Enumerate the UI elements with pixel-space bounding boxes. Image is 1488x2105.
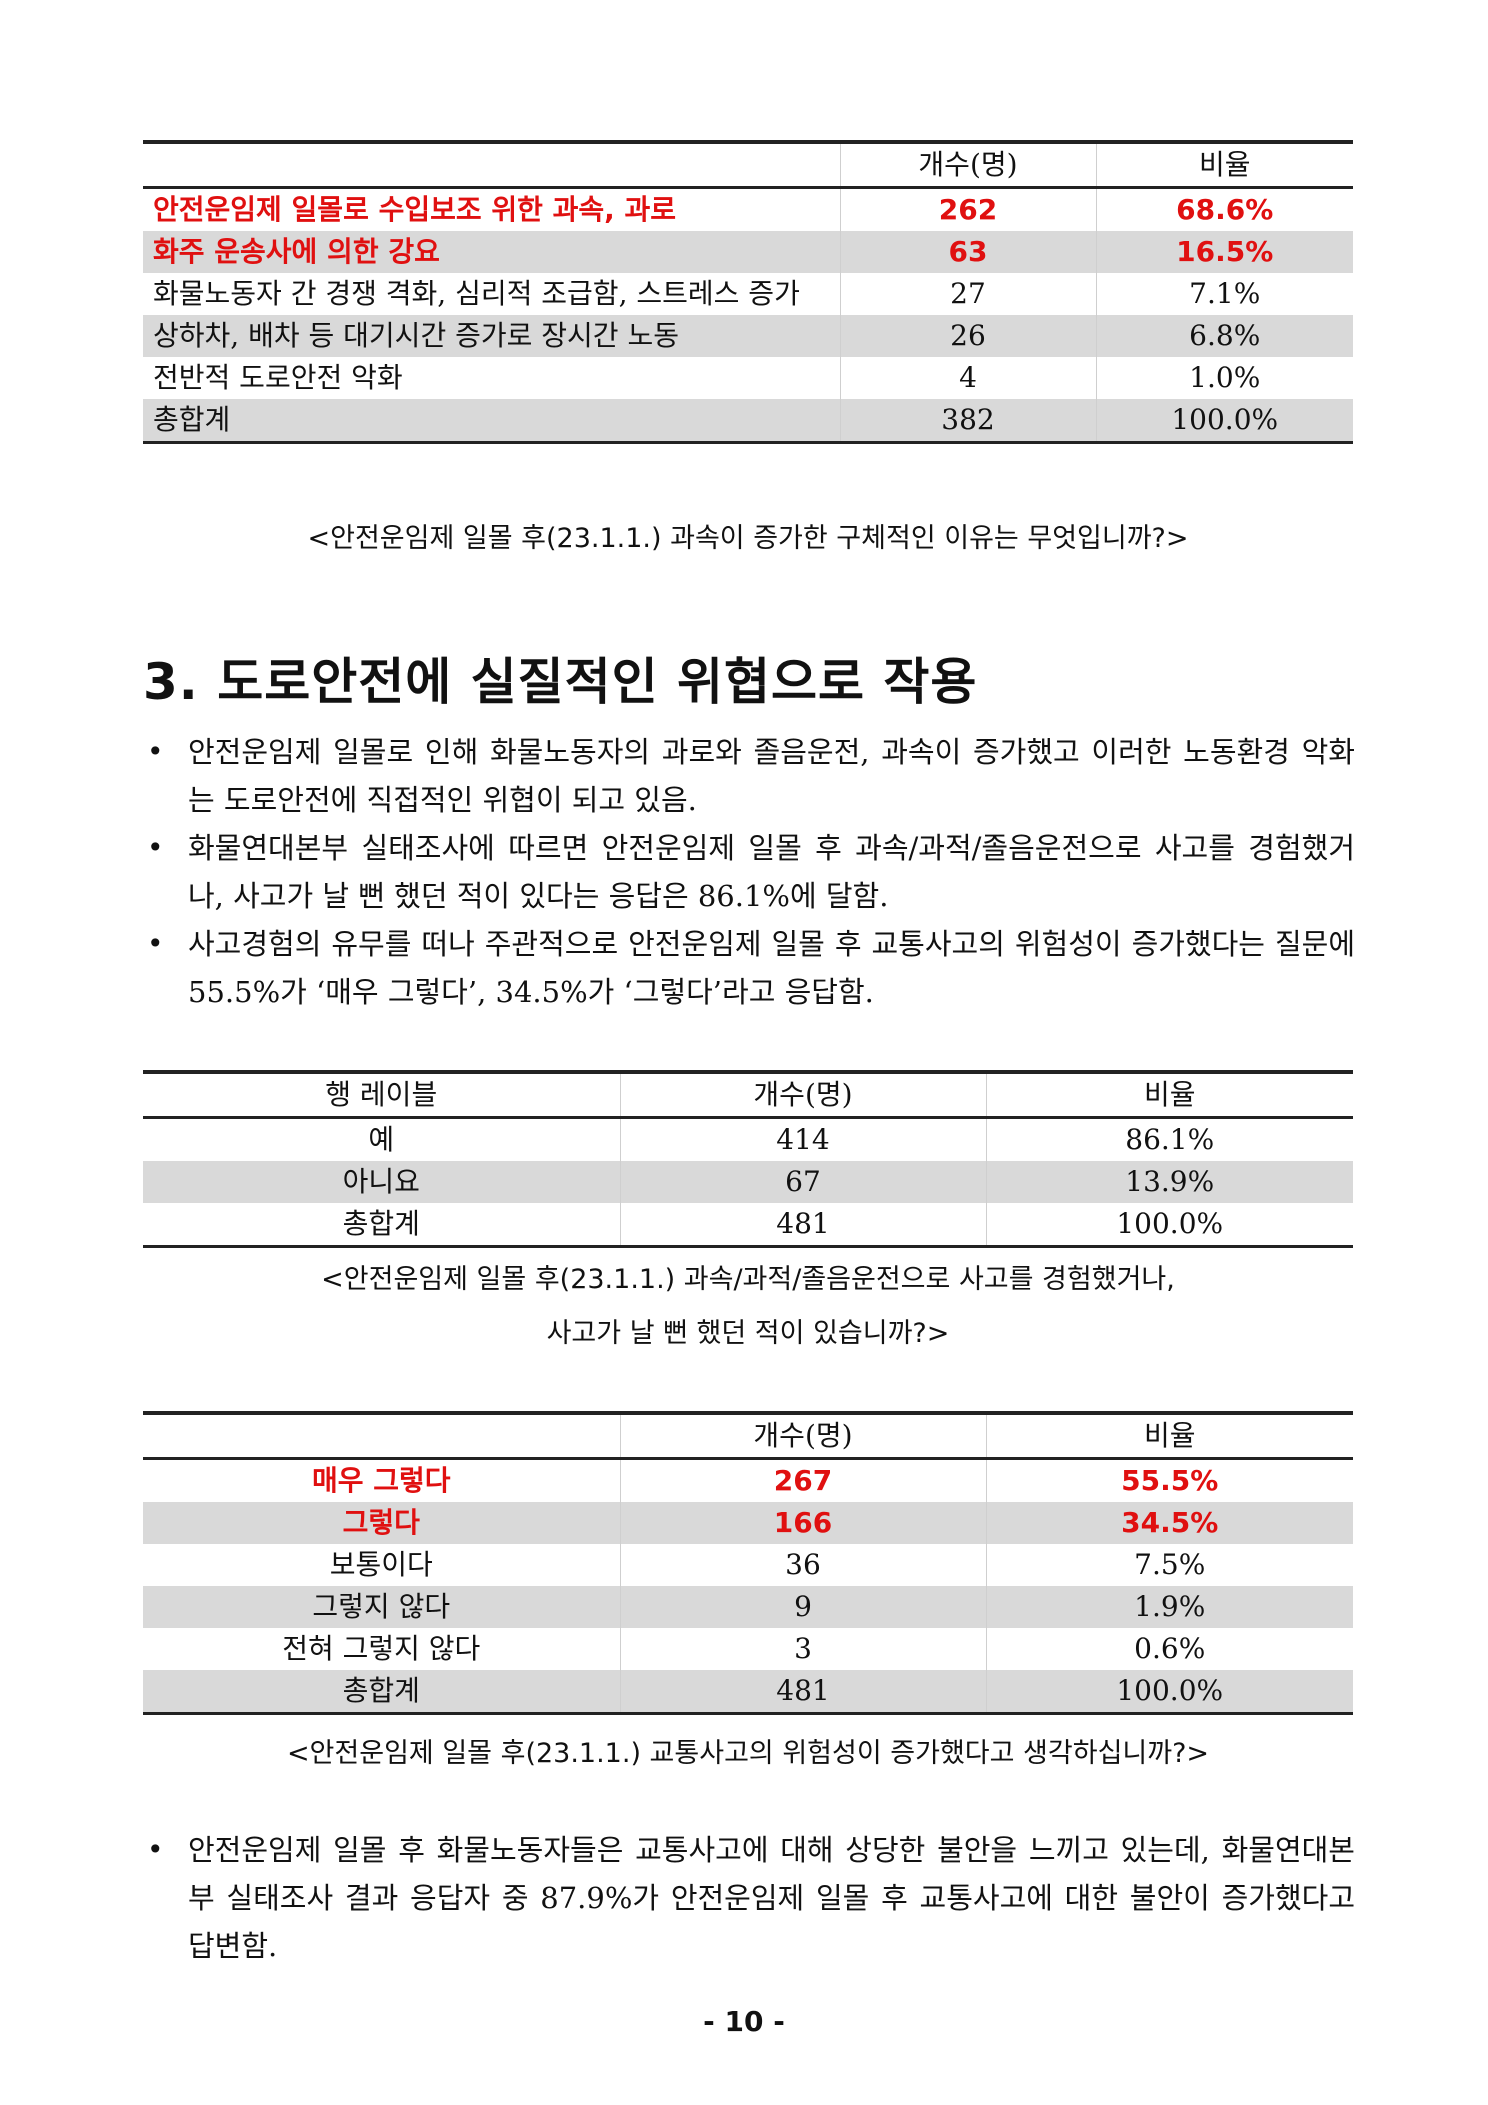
table-row: 전혀 그렇지 않다 3 0.6% xyxy=(143,1628,1353,1670)
row-ratio: 100.0% xyxy=(1095,399,1353,443)
row-label: 총합계 xyxy=(143,1670,620,1714)
speeding-reasons-table: 개수(명) 비율 안전운임제 일몰로 수입보조 위한 과속, 과로 262 68… xyxy=(143,140,1353,444)
bullet-dot: • xyxy=(147,1833,164,1866)
row-count: 67 xyxy=(619,1161,986,1203)
table-row: 아니요 67 13.9% xyxy=(143,1161,1353,1203)
row-count: 262 xyxy=(839,187,1096,231)
row-label: 화물노동자 간 경쟁 격화, 심리적 조급함, 스트레스 증가 xyxy=(153,277,800,310)
table-row: 그렇다 166 34.5% xyxy=(143,1502,1353,1544)
bullet-item: • 화물연대본부 실태조사에 따르면 안전운임제 일몰 후 과속/과적/졸음운전으… xyxy=(143,824,1355,920)
row-ratio: 13.9% xyxy=(985,1161,1353,1203)
final-bullets: • 안전운임제 일몰 후 화물노동자들은 교통사고에 대해 상당한 불안을 느끼고… xyxy=(143,1826,1355,1970)
row-count: 27 xyxy=(839,273,1096,315)
row-count: 3 xyxy=(619,1628,986,1670)
row-label: 총합계 xyxy=(342,1207,420,1240)
row-label: 안전운임제 일몰로 수입보조 위한 과속, 과로 xyxy=(153,193,677,226)
row-count: 9 xyxy=(619,1586,986,1628)
table-row: 상하차, 배차 등 대기시간 증가로 장시간 노동 26 6.8% xyxy=(143,315,1353,357)
table-total-row: 총합계 481 100.0% xyxy=(143,1670,1353,1714)
section-bullets: • 안전운임제 일몰로 인해 화물노동자의 과로와 졸음운전, 과속이 증가했고 … xyxy=(143,728,1355,1016)
row-count: 36 xyxy=(619,1544,986,1586)
table-row: 안전운임제 일몰로 수입보조 위한 과속, 과로 262 68.6% xyxy=(143,187,1353,231)
bullet-item: • 사고경험의 유무를 떠나 주관적으로 안전운임제 일몰 후 교통사고의 위험성… xyxy=(143,920,1355,1016)
bullet-text: 사고경험의 유무를 떠나 주관적으로 안전운임제 일몰 후 교통사고의 위험성이… xyxy=(188,927,1355,1009)
table-row: 보통이다 36 7.5% xyxy=(143,1544,1353,1586)
table-row: 화주 운송사에 의한 강요 63 16.5% xyxy=(143,231,1353,273)
bullet-text: 안전운임제 일몰 후 화물노동자들은 교통사고에 대해 상당한 불안을 느끼고 … xyxy=(188,1833,1355,1963)
row-label: 보통이다 xyxy=(329,1548,433,1581)
row-count: 63 xyxy=(839,231,1096,273)
bullet-text: 화물연대본부 실태조사에 따르면 안전운임제 일몰 후 과속/과적/졸음운전으로… xyxy=(188,831,1355,913)
table-row: 그렇지 않다 9 1.9% xyxy=(143,1586,1353,1628)
row-count: 4 xyxy=(839,357,1096,399)
row-label: 예 xyxy=(368,1123,395,1156)
row-count: 481 xyxy=(619,1203,986,1247)
table-row: 화물노동자 간 경쟁 격화, 심리적 조급함, 스트레스 증가 27 7.1% xyxy=(143,273,1353,315)
row-label: 아니요 xyxy=(143,1161,620,1203)
row-ratio: 16.5% xyxy=(1095,231,1353,273)
table-row: 전반적 도로안전 악화 4 1.0% xyxy=(143,357,1353,399)
row-ratio: 1.9% xyxy=(985,1586,1353,1628)
row-label: 화주 운송사에 의한 강요 xyxy=(143,231,840,273)
row-label: 그렇지 않다 xyxy=(143,1586,620,1628)
row-label: 상하차, 배차 등 대기시간 증가로 장시간 노동 xyxy=(143,315,840,357)
bullet-text: 안전운임제 일몰로 인해 화물노동자의 과로와 졸음운전, 과속이 증가했고 이… xyxy=(188,735,1355,817)
row-ratio: 0.6% xyxy=(985,1628,1353,1670)
row-ratio: 100.0% xyxy=(985,1203,1353,1247)
bullet-dot: • xyxy=(147,927,164,960)
header-count: 개수(명) xyxy=(619,1413,986,1459)
table-caption-line2: 사고가 날 뻔 했던 적이 있습니까?> xyxy=(546,1318,950,1349)
bullet-dot: • xyxy=(147,831,164,864)
row-label: 매우 그렇다 xyxy=(311,1464,451,1497)
row-ratio: 6.8% xyxy=(1095,315,1353,357)
bullet-item: • 안전운임제 일몰 후 화물노동자들은 교통사고에 대해 상당한 불안을 느끼고… xyxy=(143,1826,1355,1970)
row-count: 414 xyxy=(619,1117,986,1161)
section-title: 3. 도로안전에 실질적인 위협으로 작용 xyxy=(143,653,978,711)
row-ratio: 100.0% xyxy=(985,1670,1353,1714)
page-number: - 10 - xyxy=(703,2005,785,2038)
header-ratio: 비율 xyxy=(1095,142,1353,188)
row-ratio: 7.1% xyxy=(1095,273,1353,315)
row-label: 전반적 도로안전 악화 xyxy=(153,361,403,394)
bullet-item: • 안전운임제 일몰로 인해 화물노동자의 과로와 졸음운전, 과속이 증가했고 … xyxy=(143,728,1355,824)
row-label: 총합계 xyxy=(143,399,840,443)
header-ratio: 비율 xyxy=(985,1413,1353,1459)
table-caption: <안전운임제 일몰 후(23.1.1.) 교통사고의 위험성이 증가했다고 생각… xyxy=(286,1738,1210,1769)
header-count: 개수(명) xyxy=(839,142,1096,188)
table-header-row: 행 레이블 개수(명) 비율 xyxy=(143,1072,1353,1118)
accident-experience-table: 행 레이블 개수(명) 비율 예 414 86.1% 아니요 67 13.9% … xyxy=(143,1070,1353,1248)
table-caption: <안전운임제 일몰 후(23.1.1.) 과속이 증가한 구체적인 이유는 무엇… xyxy=(307,523,1189,554)
header-ratio: 비율 xyxy=(985,1072,1353,1118)
table-header-row: 개수(명) 비율 xyxy=(143,142,1353,188)
row-count: 26 xyxy=(839,315,1096,357)
bullet-dot: • xyxy=(147,735,164,768)
row-ratio: 1.0% xyxy=(1095,357,1353,399)
header-label xyxy=(143,1413,620,1459)
row-count: 166 xyxy=(619,1502,986,1544)
table-total-row: 총합계 382 100.0% xyxy=(143,399,1353,443)
row-ratio: 68.6% xyxy=(1095,187,1353,231)
row-ratio: 55.5% xyxy=(985,1458,1353,1502)
header-count: 개수(명) xyxy=(619,1072,986,1118)
table-header-row: 개수(명) 비율 xyxy=(143,1413,1353,1459)
header-label: 행 레이블 xyxy=(325,1078,438,1111)
row-count: 481 xyxy=(619,1670,986,1714)
row-count: 382 xyxy=(839,399,1096,443)
table-row: 매우 그렇다 267 55.5% xyxy=(143,1458,1353,1502)
accident-risk-table: 개수(명) 비율 매우 그렇다 267 55.5% 그렇다 166 34.5% … xyxy=(143,1411,1353,1715)
row-ratio: 86.1% xyxy=(985,1117,1353,1161)
row-ratio: 7.5% xyxy=(985,1544,1353,1586)
row-label: 전혀 그렇지 않다 xyxy=(282,1632,481,1665)
header-cell xyxy=(143,142,840,188)
row-ratio: 34.5% xyxy=(985,1502,1353,1544)
row-count: 267 xyxy=(619,1458,986,1502)
table-row: 예 414 86.1% xyxy=(143,1117,1353,1161)
row-label: 그렇다 xyxy=(143,1502,620,1544)
table-caption-line1: <안전운임제 일몰 후(23.1.1.) 과속/과적/졸음운전으로 사고를 경험… xyxy=(321,1264,1175,1295)
table-total-row: 총합계 481 100.0% xyxy=(143,1203,1353,1247)
